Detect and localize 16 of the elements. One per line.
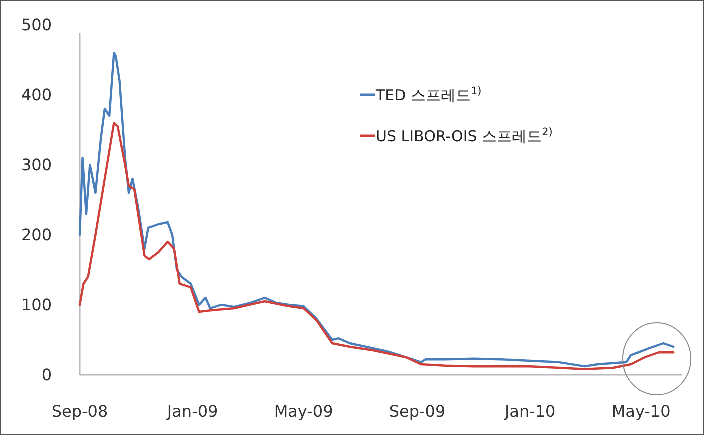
x-tick-label: May-10 xyxy=(612,402,671,421)
x-tick-label: Jan-09 xyxy=(166,402,218,421)
x-tick-label: Sep-08 xyxy=(52,402,108,421)
x-tick-label: May-09 xyxy=(274,402,334,421)
y-tick-label: 0 xyxy=(42,366,52,385)
y-tick-label: 500 xyxy=(21,16,52,35)
x-tick-label: Sep-09 xyxy=(389,402,446,421)
y-tick-label: 300 xyxy=(21,156,52,175)
y-tick-label: 100 xyxy=(21,296,52,315)
y-tick-label: 400 xyxy=(21,86,52,105)
legend-label: TED 스프레드$^{1)}$ xyxy=(375,85,482,104)
line-series xyxy=(78,52,675,368)
line-series xyxy=(78,122,675,370)
y-tick-label: 200 xyxy=(21,226,52,245)
legend-label: US LIBOR-OIS 스프레드$^{2)}$ xyxy=(376,126,553,146)
x-tick-label: Jan-10 xyxy=(504,402,556,421)
